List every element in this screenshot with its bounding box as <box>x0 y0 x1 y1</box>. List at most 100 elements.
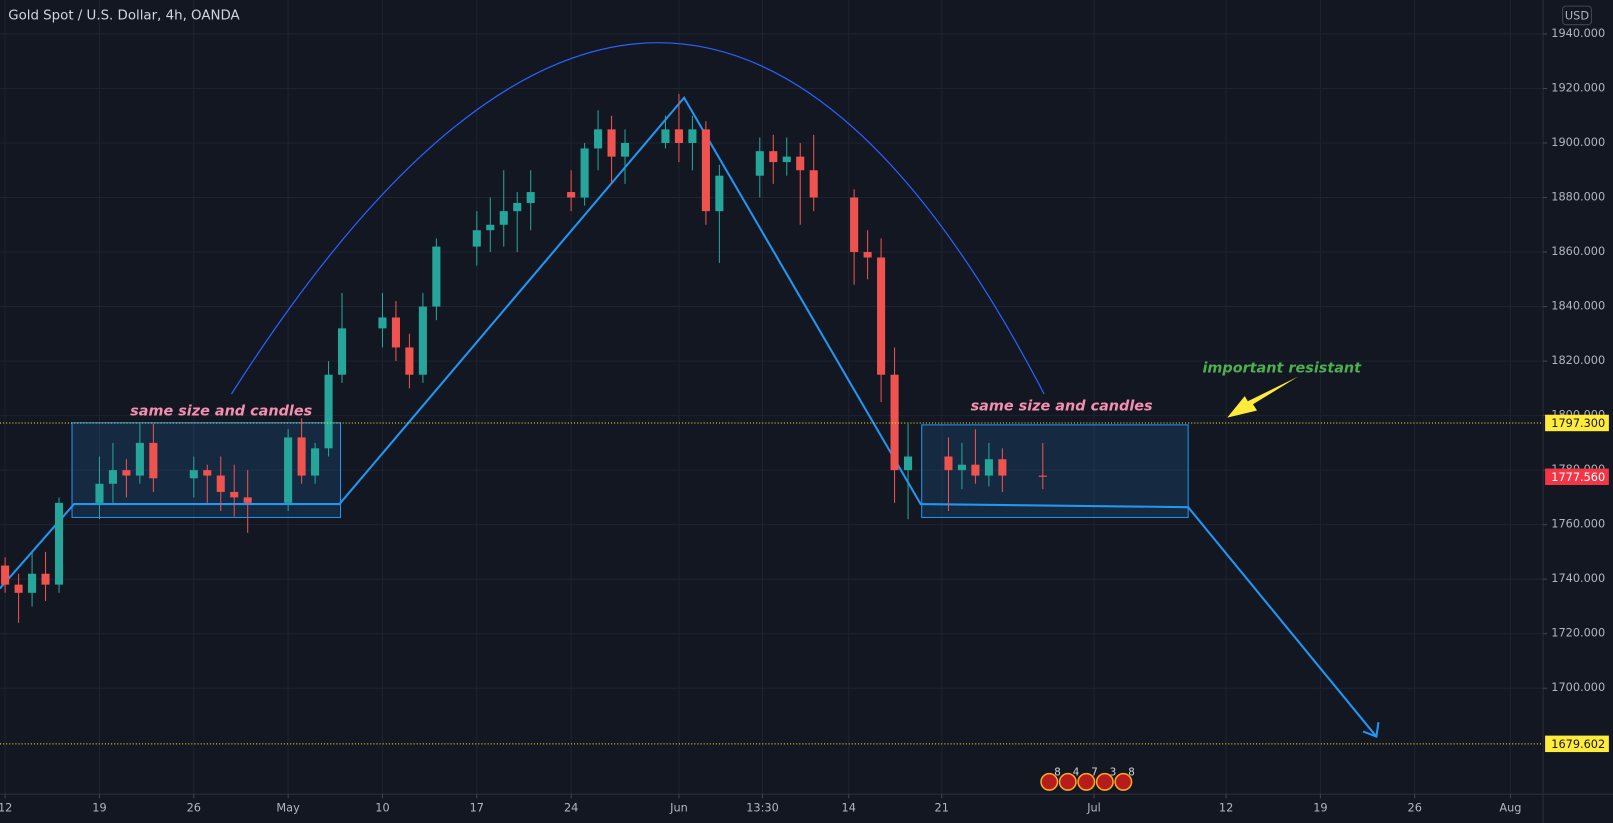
candle-body <box>526 192 535 203</box>
candle-body <box>135 442 144 476</box>
x-tick-label: 14 <box>842 802 856 815</box>
candle-body <box>432 246 441 307</box>
candles <box>1 93 1047 623</box>
event-count[interactable]: 4 <box>1073 767 1080 779</box>
price-tag <box>1545 735 1609 753</box>
annotation: important resistant <box>1202 360 1362 376</box>
candle-body <box>890 374 899 471</box>
range-box <box>921 424 1189 518</box>
price-tag-label: 1777.560 <box>1551 471 1605 484</box>
candle-body <box>14 584 23 593</box>
candle-body <box>203 470 212 476</box>
yellow-arrow <box>1227 376 1299 418</box>
y-tick-label: 1940.000 <box>1551 27 1605 40</box>
y-tick-label: 1880.000 <box>1551 191 1605 204</box>
candle-body <box>324 374 333 449</box>
y-tick-label: 1840.000 <box>1551 300 1605 313</box>
event-count[interactable]: 3 <box>1110 767 1117 779</box>
y-tick-label: 1900.000 <box>1551 136 1605 149</box>
candle-body <box>755 151 764 176</box>
candle-body <box>337 328 347 375</box>
candle-body <box>513 202 522 212</box>
candle-body <box>796 156 805 171</box>
candle-body <box>769 151 778 163</box>
x-tick-label: 10 <box>375 802 389 815</box>
y-tick-label: 1720.000 <box>1551 627 1605 640</box>
candle-body <box>1 565 10 585</box>
candle-body <box>418 306 427 375</box>
candle-body <box>809 170 818 198</box>
candle-body <box>122 470 131 476</box>
candle-body <box>594 129 603 149</box>
x-tick-label: May <box>276 802 300 815</box>
candle-body <box>284 437 293 503</box>
zigzag-drawing <box>0 95 1378 738</box>
candle-body <box>661 129 670 143</box>
x-tick-label: 24 <box>564 802 578 815</box>
x-tick-label: 26 <box>1408 802 1422 815</box>
candle-body <box>472 230 481 247</box>
price-tag <box>1545 414 1609 432</box>
currency-button[interactable] <box>1562 5 1592 26</box>
candle-body <box>1038 475 1047 477</box>
y-tick-label: 1700.000 <box>1551 681 1605 694</box>
event-count[interactable]: 8 <box>1128 767 1135 779</box>
candle-body <box>391 317 400 348</box>
arrow-head <box>1362 722 1380 739</box>
event-icon[interactable] <box>1077 772 1096 791</box>
x-tick-label: 12 <box>0 802 12 815</box>
candle-body <box>863 252 872 258</box>
candle-body <box>971 464 980 476</box>
annotation: same size and candles <box>130 403 312 419</box>
event-icon[interactable] <box>1095 772 1114 791</box>
event-icon[interactable] <box>1040 772 1059 791</box>
x-tick-label: 26 <box>187 802 201 815</box>
candle-body <box>189 470 198 479</box>
candle-body <box>149 442 158 479</box>
y-tick-label: 1860.000 <box>1551 245 1605 258</box>
candle-body <box>95 483 104 503</box>
y-tick-label: 1760.000 <box>1551 518 1605 531</box>
x-tick-label: Jun <box>669 802 688 815</box>
candle-body <box>957 464 966 471</box>
candle-body <box>944 456 953 471</box>
event-count[interactable]: 8 <box>1054 767 1061 779</box>
candle-body <box>41 573 50 585</box>
candle-body <box>567 192 576 198</box>
y-tick-label: 1820.000 <box>1551 354 1605 367</box>
currency-label[interactable]: USD <box>1565 9 1589 22</box>
x-tick-label: 13:30 <box>746 802 779 815</box>
x-tick-label: Jul <box>1086 802 1101 815</box>
chart-title: Gold Spot / U.S. Dollar, 4h, OANDA <box>8 8 240 23</box>
candle-body <box>984 459 993 476</box>
candle-body <box>405 347 414 375</box>
candle-body <box>297 437 306 476</box>
price-tag-label: 1797.300 <box>1551 417 1605 430</box>
candle-body <box>243 497 252 503</box>
price-tag-label: 1679.602 <box>1551 738 1605 751</box>
candle-body <box>877 257 886 375</box>
event-icon[interactable] <box>1058 772 1077 791</box>
candle-body <box>216 475 225 492</box>
arc-drawing <box>230 42 1045 395</box>
y-tick-label: 1920.000 <box>1551 81 1605 94</box>
event-count[interactable]: 7 <box>1091 767 1098 779</box>
candle-body <box>28 573 37 593</box>
event-icon[interactable] <box>1114 772 1133 791</box>
candle-body <box>850 197 859 253</box>
candle-body <box>701 129 710 212</box>
candle-body <box>311 448 320 476</box>
candle-body <box>688 129 697 143</box>
candle-body <box>715 175 724 212</box>
candle-body <box>620 142 630 157</box>
price-tag <box>1545 468 1609 486</box>
candle-body <box>782 156 791 163</box>
candle-body <box>499 211 508 225</box>
candle-body <box>486 224 495 231</box>
candle-body <box>378 317 387 329</box>
candle-body <box>674 129 683 143</box>
candle-body <box>108 470 117 484</box>
